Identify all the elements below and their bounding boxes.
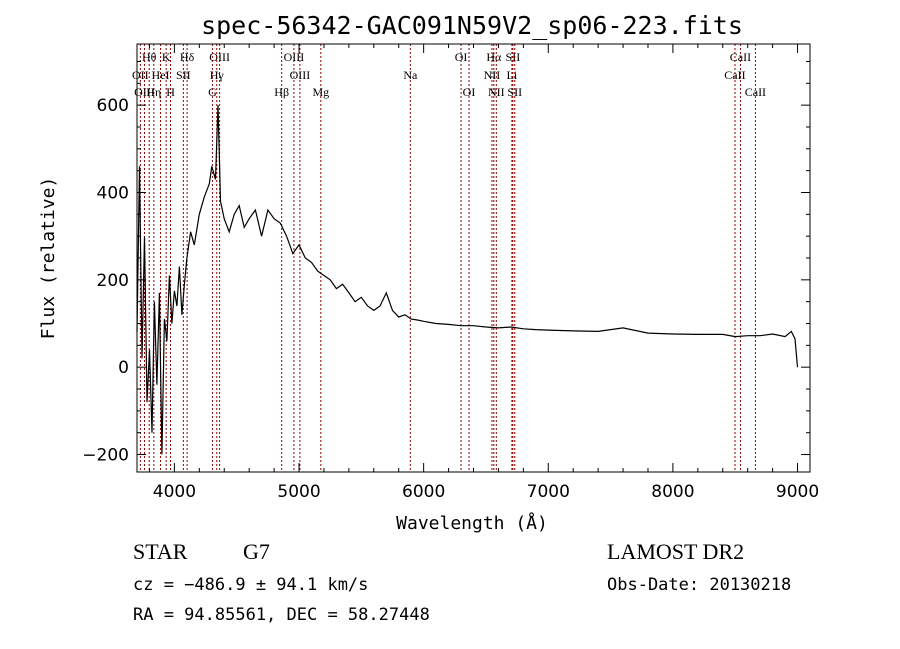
line-marker-label: Hγ	[210, 68, 225, 82]
line-marker-label: OIII	[290, 68, 311, 82]
line-marker-label: OIII	[134, 85, 155, 99]
line-marker-label: Hα	[486, 50, 502, 64]
sky-coordinates: RA = 94.85561, DEC = 58.27448	[133, 605, 430, 625]
line-marker-label: K	[162, 50, 171, 64]
observation-date: Obs-Date: 20130218	[607, 575, 791, 595]
object-class: STAR	[133, 539, 188, 564]
x-tick-label: 8000	[651, 482, 694, 502]
line-marker-label: SII	[176, 68, 191, 82]
line-marker-label: H	[166, 85, 175, 99]
line-marker-label: Na	[403, 68, 418, 82]
line-marker-label: Hη	[146, 85, 161, 99]
emission-line-markers: Hθ K Hδ OIII OIII OI Hα SII CaII OII HeI SII Hγ OIII N…	[132, 44, 766, 472]
survey-name: LAMOST DR2	[607, 539, 744, 564]
x-tick-label: 4000	[153, 482, 196, 502]
line-marker-label: OIII	[284, 50, 305, 64]
y-tick-label: 400	[97, 183, 129, 203]
y-tick-label: 200	[97, 271, 129, 291]
chart-title: spec-56342-GAC091N59V2_sp06-223.fits	[201, 11, 743, 40]
line-marker-label: Hδ	[180, 50, 195, 64]
plot-frame	[136, 43, 811, 473]
line-marker-label: NII	[488, 85, 505, 99]
x-tick-label: 9000	[776, 482, 819, 502]
x-tick-label: 7000	[527, 482, 570, 502]
line-marker-label: Hθ	[142, 50, 157, 64]
x-tick-label: 5000	[277, 482, 320, 502]
line-marker-label: OII	[132, 68, 149, 82]
line-marker-label: CaII	[745, 85, 766, 99]
y-tick-label: −200	[82, 446, 129, 466]
line-marker-label: CaII	[724, 68, 745, 82]
y-tick-label: 0	[118, 358, 129, 378]
y-tick-label: 600	[97, 96, 129, 116]
line-marker-label: Li	[507, 68, 518, 82]
line-marker-label: CaII	[730, 50, 751, 64]
line-marker-label: OIII	[209, 50, 230, 64]
axes: 4000 5000 6000 7000 8000 9000 −200 0 200 400 600	[82, 44, 819, 502]
line-marker-label: OI	[463, 85, 476, 99]
line-marker-label: OI	[455, 50, 468, 64]
x-axis-label: Wavelength (Å)	[396, 512, 548, 534]
plot-area	[136, 43, 811, 473]
line-marker-label: HeI	[152, 68, 170, 82]
line-marker-label: Mg	[312, 85, 329, 99]
line-marker-label: Hβ	[274, 85, 289, 99]
y-axis-label: Flux (relative)	[38, 177, 59, 340]
line-marker-label: SII	[507, 85, 522, 99]
object-subclass: G7	[243, 539, 270, 564]
redshift-velocity: cz = −486.9 ± 94.1 km/s	[133, 575, 368, 595]
line-marker-label: SII	[506, 50, 521, 64]
x-tick-label: 6000	[402, 482, 445, 502]
line-marker-label: NII	[484, 68, 501, 82]
line-marker-label: G	[208, 85, 217, 99]
spectrum-line	[136, 105, 799, 455]
